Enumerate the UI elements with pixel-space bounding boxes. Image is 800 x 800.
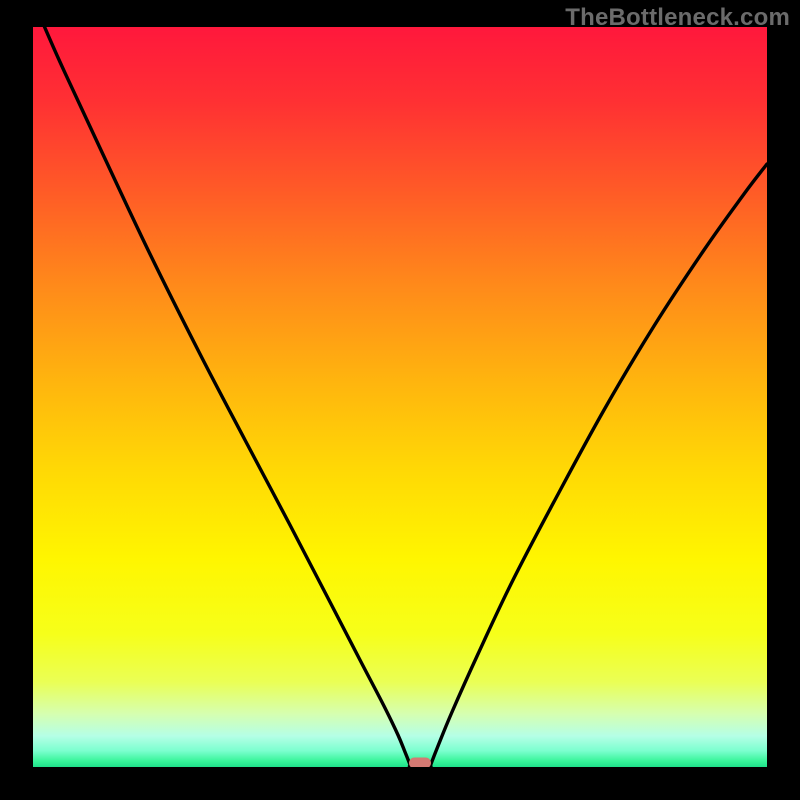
bottleneck-chart [0, 0, 800, 800]
optimum-marker [409, 758, 431, 769]
gradient-background [33, 27, 767, 767]
chart-stage: TheBottleneck.com [0, 0, 800, 800]
watermark-text: TheBottleneck.com [565, 4, 790, 32]
plot-area [33, 0, 767, 769]
